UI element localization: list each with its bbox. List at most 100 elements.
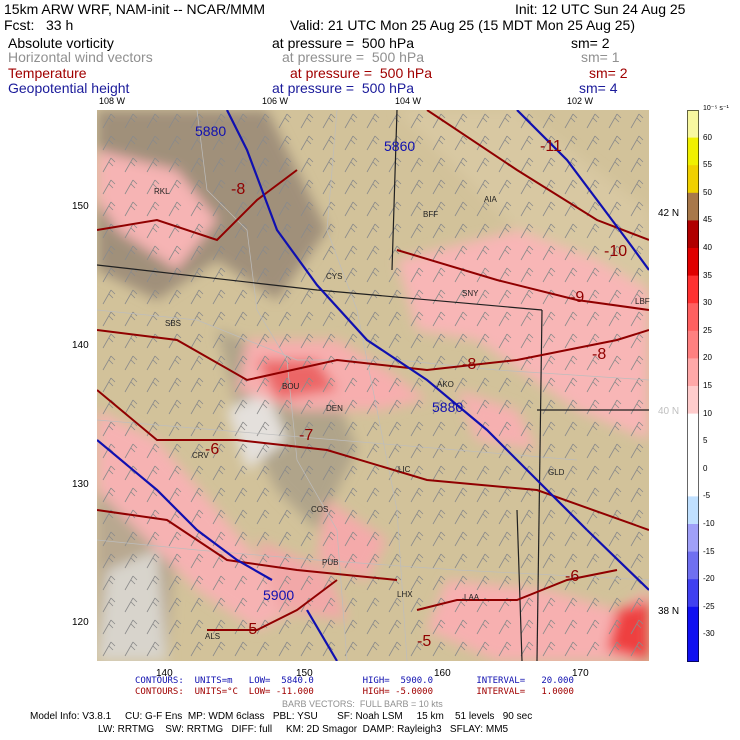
wind-barbs: [97, 110, 649, 661]
station-label: LBF: [635, 297, 650, 306]
grid-x-label: 150: [296, 668, 313, 679]
colorbar-swatch: [687, 303, 699, 332]
grid-x-label: 160: [434, 668, 451, 679]
colorbar-swatch: [687, 275, 699, 304]
grid-y-label: 120: [72, 617, 89, 628]
temp-contour-label: -6: [205, 441, 220, 458]
station-label: GLD: [548, 468, 565, 477]
colorbar-label: 60: [703, 132, 712, 142]
colorbar-swatch: [687, 386, 699, 415]
colorbar-swatch: [687, 413, 699, 442]
colorbar-swatch: [687, 220, 699, 249]
temp-contour-label: -11: [540, 138, 562, 155]
colorbar-swatch: [687, 634, 699, 662]
station-label: LIC: [398, 465, 411, 474]
colorbar-label: -5: [703, 491, 711, 501]
colorbar-swatch: [687, 524, 699, 553]
temp-contour-label: -5: [417, 633, 432, 650]
station-label: PUB: [322, 558, 339, 567]
temp-contour-label: -8: [462, 356, 477, 373]
colorbar-label: 20: [703, 353, 712, 363]
height-contour-label: 5860: [384, 138, 416, 154]
lon-label: 102 W: [567, 96, 594, 106]
station-label: COS: [311, 505, 329, 514]
colorbar-swatch: [687, 606, 699, 635]
field-name-temperature: Temperature: [8, 65, 87, 81]
colorbar-label: 5: [703, 436, 708, 446]
state-borders: [97, 110, 649, 661]
field-level-height: at pressure = 500 hPa: [272, 80, 415, 96]
lat-label: 42 N: [658, 208, 680, 219]
model-title: 15km ARW WRF, NAM-init -- NCAR/MMM: [4, 1, 266, 17]
grid-x-label: 140: [156, 668, 173, 679]
weather-map: [97, 110, 649, 661]
height-contours: [97, 110, 649, 661]
grid-y-label: 150: [72, 201, 89, 212]
contour-info-height: CONTOURS: UNITS=m LOW= 5840.0 HIGH= 5900…: [135, 676, 574, 686]
colorbar-frame: [687, 110, 699, 662]
temp-contour-label: -8: [592, 346, 607, 363]
station-label: CRV: [192, 451, 209, 460]
lon-label: 108 W: [99, 96, 126, 106]
grid-y-label: 140: [72, 340, 89, 351]
field-sm-height: sm= 4: [579, 80, 618, 96]
contour-info-temp: CONTOURS: UNITS=°C LOW= -11.000 HIGH= -5…: [135, 687, 574, 697]
station-label: LAA: [464, 593, 480, 602]
valid-time: Valid: 21 UTC Mon 25 Aug 25 (15 MDT Mon …: [290, 17, 636, 33]
field-sm-wind: sm= 1: [581, 49, 620, 65]
station-label: AIA: [484, 195, 497, 204]
colorbar-label: 35: [703, 270, 712, 280]
colorbar-swatch: [687, 358, 699, 387]
height-contour-label: 5880: [432, 399, 464, 415]
field-level-temperature: at pressure = 500 hPa: [290, 65, 433, 81]
colorbar-swatch: [687, 110, 699, 139]
station-label: CYS: [326, 272, 343, 281]
colorbar-label: 40: [703, 243, 712, 252]
station-label: BFF: [423, 210, 439, 219]
colorbar-swatch: [687, 579, 699, 608]
height-contour-label: 5880: [195, 123, 227, 139]
colorbar-swatch: [687, 137, 699, 166]
colorbar-label: -15: [703, 546, 715, 556]
colorbar-label: 30: [703, 298, 712, 308]
temp-contour-label: -7: [299, 427, 314, 444]
colorbar-swatch: [687, 468, 699, 497]
grid-y-label: 130: [72, 479, 89, 490]
station-label: BOU: [282, 382, 300, 391]
colorbar-swatch: [687, 441, 699, 470]
temp-contour-label: -9: [570, 289, 585, 306]
field-name-wind: Horizontal wind vectors: [8, 49, 153, 65]
barb-info: BARB VECTORS: FULL BARB = 10 kts: [282, 699, 443, 709]
height-contour-label: 5900: [263, 587, 295, 603]
colorbar: [687, 110, 699, 662]
station-label: LHX: [397, 590, 413, 599]
field-sm-temperature: sm= 2: [589, 65, 628, 81]
colorbar-label: 55: [703, 160, 712, 170]
colorbar-swatch: [687, 165, 699, 194]
lat-label: 40 N: [658, 406, 680, 417]
colorbar-label: 0: [703, 463, 708, 473]
lon-label: 104 W: [395, 96, 422, 106]
county-lines: [97, 110, 649, 661]
colorbar-label: -30: [703, 629, 715, 639]
lon-label: 106 W: [262, 96, 289, 106]
colorbar-swatch: [687, 248, 699, 277]
colorbar-label: -10: [703, 519, 715, 528]
colorbar-swatch: [687, 496, 699, 525]
station-label: DEN: [326, 404, 343, 413]
station-label: SNY: [462, 289, 479, 298]
colorbar-swatch: [687, 192, 699, 221]
field-sm-vorticity: sm= 2: [571, 35, 610, 51]
field-level-wind: at pressure = 500 hPa: [282, 49, 425, 65]
colorbar-label: -20: [703, 574, 715, 584]
forecast-hour: Fcst: 33 h: [4, 17, 74, 33]
colorbar-label: 45: [703, 215, 712, 225]
temp-contour-label: -10: [604, 243, 628, 260]
temp-contour-label: -5: [243, 621, 258, 638]
field-level-vorticity: at pressure = 500 hPa: [272, 35, 415, 51]
station-label: RKL: [154, 187, 170, 196]
station-label: AKO: [437, 380, 454, 389]
station-label: ALS: [205, 632, 221, 641]
model-info: Model Info: V3.8.1 CU: G-F Ens MP: WDM 6…: [30, 711, 533, 722]
temp-contour-label: -6: [565, 568, 580, 585]
